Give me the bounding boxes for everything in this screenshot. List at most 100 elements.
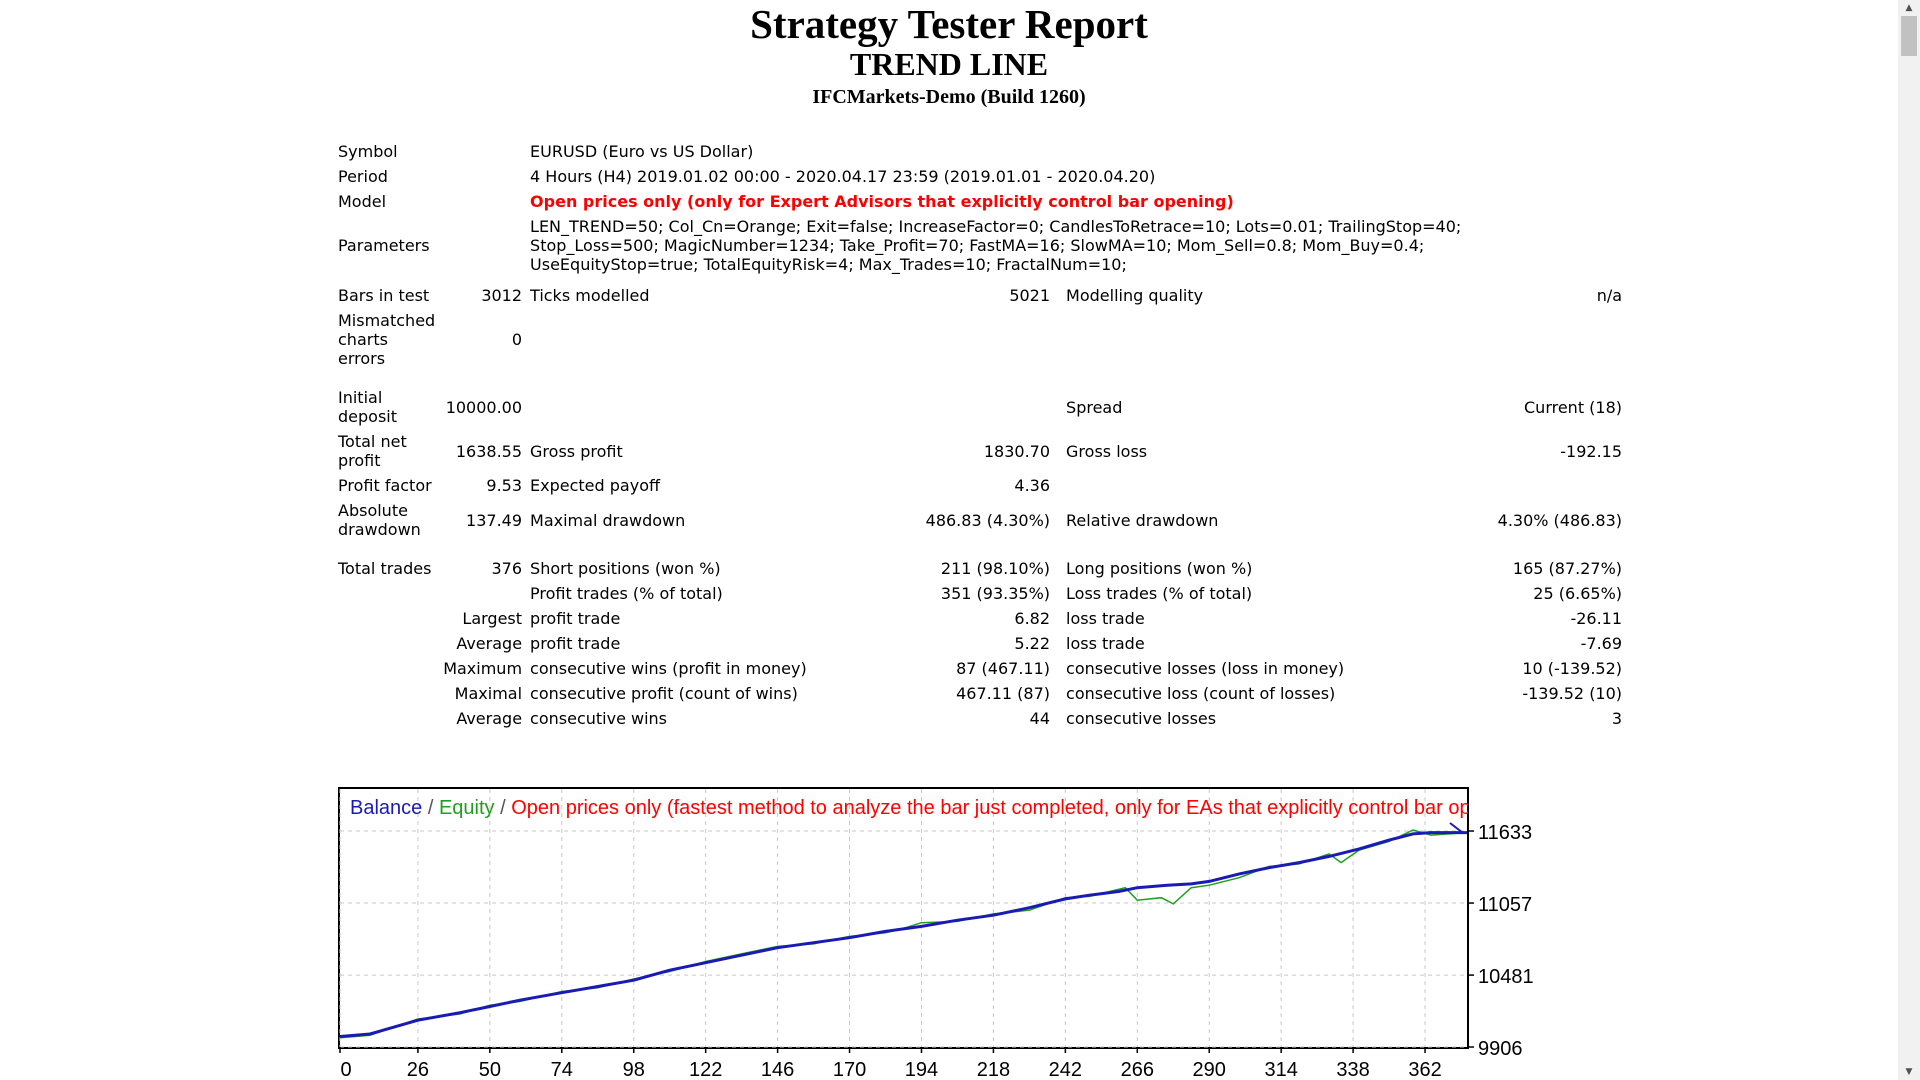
row-mismatch: Mismatched charts errors 0 — [334, 308, 1626, 371]
row-total-trades: Total trades 376 Short positions (won %)… — [334, 556, 1626, 581]
net-profit-value: 1638.55 — [455, 441, 523, 461]
consecutive-wins-money-label: consecutive wins (profit in money) — [530, 659, 807, 678]
y-axis-ticks: 11633 11057 10481 9906 — [1467, 822, 1534, 1060]
x-tick-label: 50 — [479, 1059, 501, 1080]
x-tick-label: 362 — [1408, 1059, 1441, 1080]
x-tick-label: 218 — [977, 1059, 1010, 1080]
x-tick-label: 194 — [905, 1059, 938, 1080]
average-consecutive-wins-value: 44 — [1029, 709, 1051, 728]
loss-trades-label: Loss trades (% of total) — [1066, 584, 1253, 603]
expected-payoff-value: 4.36 — [1014, 476, 1051, 495]
average-profit-label: profit trade — [530, 634, 621, 653]
row-deposit: Initial deposit 10000.00 Spread Current … — [334, 385, 1626, 429]
average-consecutive-losses-value: 3 — [1611, 709, 1623, 728]
row-bars: Bars in test 3012 Ticks modelled 5021 Mod… — [334, 283, 1626, 308]
short-positions-label: Short positions (won %) — [530, 559, 721, 578]
scroll-up-arrow-icon[interactable]: ▲ — [1905, 3, 1913, 13]
maximal-label: Maximal — [454, 684, 523, 703]
largest-label: Largest — [462, 609, 523, 628]
consecutive-losses-money-label: consecutive losses (loss in money) — [1066, 659, 1345, 678]
vertical-scrollbar[interactable]: ▲ ▼ — [1898, 0, 1920, 1080]
series-layer — [339, 829, 1468, 1039]
gross-loss-label: Gross loss — [1066, 441, 1148, 461]
y-tick-label: 9906 — [1478, 1038, 1523, 1060]
loss-trades-value: 25 (6.65%) — [1533, 584, 1623, 603]
scrollbar-thumb[interactable] — [1901, 16, 1917, 56]
y-tick-label: 11057 — [1478, 894, 1532, 916]
y-tick-label: 10481 — [1478, 966, 1534, 988]
server-build: IFCMarkets-Demo (Build 1260) — [812, 86, 1086, 108]
symbol-value: EURUSD (Euro vs US Dollar) — [530, 142, 754, 161]
profit-trades-label: Profit trades (% of total) — [530, 584, 723, 603]
largest-profit-label: profit trade — [530, 609, 621, 628]
report-table: Symbol EURUSD (Euro vs US Dollar) Period… — [334, 139, 1626, 731]
spread-value: Current (18) — [1524, 397, 1623, 417]
profit-factor-value: 9.53 — [486, 476, 523, 495]
caption-balance: Balance — [350, 797, 422, 819]
row-average: Average profit trade 5.22 loss trade -7.6… — [334, 631, 1626, 656]
row-maximum: Maximum consecutive wins (profit in mone… — [334, 656, 1626, 681]
parameters-label: Parameters — [338, 236, 430, 255]
row-profit-factor: Profit factor 9.53 Expected payoff 4.36 — [334, 473, 1626, 498]
ticks-value: 5021 — [1009, 286, 1051, 305]
parameters-value: LEN_TREND=50; Col_Cn=Orange; Exit=false;… — [530, 217, 1462, 274]
maximal-drawdown-label: Maximal drawdown — [530, 510, 686, 530]
model-value: Open prices only (only for Expert Adviso… — [530, 192, 1234, 211]
relative-drawdown-label: Relative drawdown — [1066, 510, 1219, 530]
absolute-drawdown-value: 137.49 — [466, 510, 523, 530]
row-period: Period 4 Hours (H4) 2019.01.02 00:00 - 2… — [334, 164, 1626, 189]
x-tick-label: 146 — [761, 1059, 794, 1080]
caption-separator-1: / — [422, 797, 439, 819]
average-loss-label: loss trade — [1066, 634, 1145, 653]
balance-equity-chart: Balance / Equity / Open prices only (fas… — [338, 787, 1570, 1080]
series-balance-line — [339, 831, 1467, 1038]
row-parameters: Parameters LEN_TREND=50; Col_Cn=Orange; … — [334, 214, 1626, 277]
quality-label: Modelling quality — [1066, 286, 1204, 305]
model-label: Model — [338, 192, 387, 211]
row-average-consecutive: Average consecutive wins 44 consecutive l… — [334, 706, 1626, 731]
average-label: Average — [456, 634, 523, 653]
average-consecutive-losses-label: consecutive losses — [1066, 709, 1217, 728]
x-tick-label: 314 — [1264, 1059, 1297, 1080]
scroll-down-arrow-icon[interactable]: ▼ — [1905, 1067, 1913, 1077]
x-tick-label: 290 — [1193, 1059, 1226, 1080]
x-tick-label: 338 — [1336, 1059, 1369, 1080]
relative-drawdown-value: 4.30% (486.83) — [1497, 510, 1623, 530]
chart-caption: Balance / Equity / Open prices only (fas… — [350, 797, 1526, 819]
end-marker-icon — [1449, 822, 1466, 834]
long-positions-value: 165 (87.27%) — [1512, 559, 1623, 578]
long-positions-label: Long positions (won %) — [1066, 559, 1253, 578]
x-tick-label: 170 — [833, 1059, 866, 1080]
average-loss-value: -7.69 — [1580, 634, 1623, 653]
consecutive-loss-value: -139.52 (10) — [1522, 684, 1623, 703]
expert-advisor-name: TREND LINE — [849, 46, 1049, 82]
row-maximal: Maximal consecutive profit (count of win… — [334, 681, 1626, 706]
mismatch-label: Mismatched charts errors — [338, 311, 436, 368]
gross-profit-value: 1830.70 — [983, 441, 1051, 461]
x-axis-ticks: 0 26 50 74 98 122 146 170 194 218 242 266 290 314 338 3… — [339, 1047, 1442, 1080]
consecutive-loss-label: consecutive loss (count of losses) — [1066, 684, 1336, 703]
row-symbol: Symbol EURUSD (Euro vs US Dollar) — [334, 139, 1626, 164]
total-trades-label: Total trades — [338, 559, 432, 578]
average-consecutive-wins-label: consecutive wins — [530, 709, 667, 728]
row-net-profit: Total net profit 1638.55 Gross profit 183… — [334, 429, 1626, 473]
consecutive-wins-money-value: 87 (467.11) — [956, 659, 1051, 678]
quality-value: n/a — [1596, 286, 1623, 305]
mismatch-value: 0 — [511, 330, 523, 349]
x-tick-label: 26 — [407, 1059, 429, 1080]
consecutive-losses-money-value: 10 (-139.52) — [1522, 659, 1623, 678]
largest-loss-label: loss trade — [1066, 609, 1145, 628]
bars-value: 3012 — [481, 286, 523, 305]
absolute-drawdown-label: Absolute drawdown — [338, 501, 421, 539]
symbol-label: Symbol — [338, 142, 398, 161]
gross-profit-label: Gross profit — [530, 441, 623, 461]
bars-label: Bars in test — [338, 286, 430, 305]
expected-payoff-label: Expected payoff — [530, 476, 661, 495]
spread-label: Spread — [1066, 397, 1123, 417]
plot-frame — [338, 787, 1469, 1049]
maximum-label: Maximum — [443, 659, 523, 678]
x-tick-label: 0 — [340, 1059, 351, 1080]
x-tick-label: 242 — [1049, 1059, 1082, 1080]
row-largest: Largest profit trade 6.82 loss trade -26.… — [334, 606, 1626, 631]
chart-svg: Balance / Equity / Open prices only (fas… — [338, 787, 1534, 1080]
